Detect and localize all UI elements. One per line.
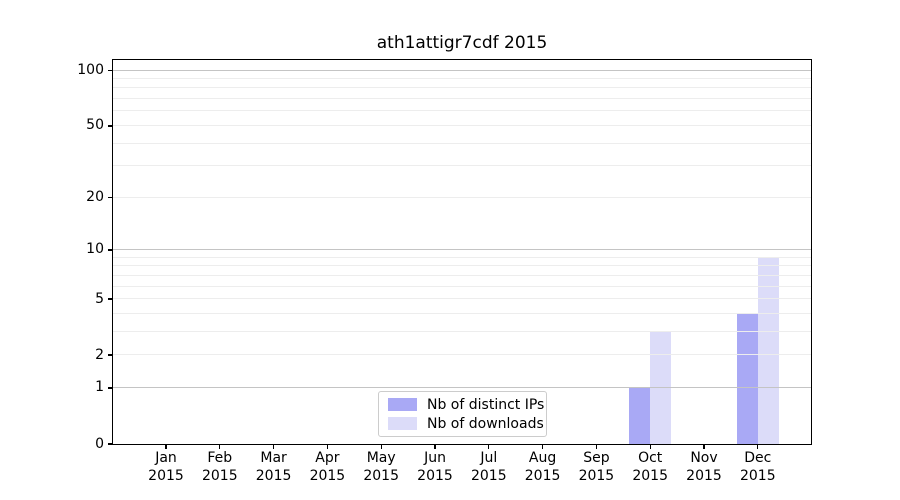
legend-item-downloads: Nb of downloads — [388, 416, 544, 432]
x-tick-mark-feb — [219, 444, 221, 449]
x-tick-label-nov: Nov 2015 — [686, 450, 722, 484]
legend-label-downloads: Nb of downloads — [427, 415, 544, 432]
x-tick-label-mar: Mar 2015 — [255, 450, 292, 484]
y-gridline-minor-5 — [113, 298, 811, 300]
y-tick-label-20: 20 — [86, 189, 104, 206]
y-gridline-minor-8 — [113, 265, 811, 267]
x-tick-mark-may — [380, 444, 382, 449]
x-tick-label-sep: Sep 2015 — [578, 450, 615, 484]
y-gridline-minor-6 — [113, 285, 811, 287]
y-gridline-minor-90 — [113, 78, 811, 80]
x-tick-mark-aug — [541, 444, 544, 449]
y-gridline-minor-20 — [113, 196, 811, 198]
x-tick-label-jun: Jun 2015 — [417, 450, 453, 484]
y-gridline-minor-70 — [113, 98, 811, 100]
y-gridline-minor-30 — [113, 165, 811, 167]
y-gridline-minor-50 — [113, 124, 811, 126]
legend: Nb of distinct IPs Nb of downloads — [378, 391, 547, 437]
legend-item-distinct-ips: Nb of distinct IPs — [388, 397, 544, 413]
y-tick-label-10: 10 — [86, 241, 104, 258]
bar-distinct-ips-dec — [736, 313, 758, 444]
x-tick-label-dec: Dec 2015 — [739, 450, 776, 484]
x-tick-label-jan: Jan 2015 — [148, 450, 184, 484]
x-tick-mark-oct — [649, 444, 651, 449]
y-tick-label-1: 1 — [95, 379, 104, 396]
y-tick-label-5: 5 — [95, 290, 104, 307]
x-tick-label-jul: Jul 2015 — [470, 450, 507, 484]
y-gridline-minor-60 — [113, 110, 811, 112]
y-gridline-major-1 — [113, 386, 811, 388]
y-tick-mark-10 — [108, 249, 113, 251]
plot-area: Nb of distinct IPs Nb of downloads — [112, 59, 812, 445]
y-gridline-major-100 — [113, 69, 811, 71]
x-tick-mark-jun — [434, 444, 436, 449]
x-tick-label-apr: Apr 2015 — [309, 450, 346, 484]
y-gridline-minor-9 — [113, 256, 811, 258]
y-gridline-minor-3 — [113, 330, 811, 332]
x-tick-label-may: May 2015 — [363, 450, 399, 484]
y-tick-mark-1 — [108, 387, 113, 389]
legend-label-distinct-ips: Nb of distinct IPs — [427, 396, 545, 413]
y-tick-mark-5 — [108, 298, 113, 300]
x-tick-label-feb: Feb 2015 — [201, 450, 238, 484]
x-tick-mark-dec — [757, 444, 759, 449]
y-gridline-minor-4 — [113, 312, 811, 314]
y-tick-label-2: 2 — [95, 346, 104, 363]
y-tick-mark-20 — [108, 197, 113, 199]
legend-swatch-downloads — [388, 417, 417, 430]
y-tick-mark-100 — [108, 69, 113, 72]
chart-title: ath1attigr7cdf 2015 — [376, 33, 548, 53]
x-tick-mark-apr — [326, 444, 329, 449]
y-tick-mark-50 — [108, 125, 113, 127]
y-tick-mark-0 — [108, 443, 113, 445]
x-tick-mark-jul — [488, 444, 490, 449]
legend-swatch-distinct-ips — [388, 398, 417, 411]
x-tick-mark-nov — [703, 444, 705, 449]
y-gridline-minor-7 — [113, 274, 811, 276]
y-gridline-minor-2 — [113, 354, 811, 356]
x-tick-label-oct: Oct 2015 — [632, 450, 668, 484]
bar-distinct-ips-oct — [628, 387, 651, 444]
y-gridline-major-10 — [113, 249, 811, 250]
y-gridline-minor-80 — [113, 87, 811, 89]
x-tick-mark-jan — [165, 444, 167, 449]
x-tick-mark-sep — [595, 444, 598, 449]
x-tick-label-aug: Aug 2015 — [524, 450, 561, 484]
y-tick-label-50: 50 — [86, 117, 104, 134]
bar-downloads-dec — [757, 257, 780, 444]
y-tick-label-100: 100 — [77, 62, 104, 79]
y-tick-label-0: 0 — [95, 435, 104, 452]
y-gridline-minor-40 — [113, 142, 811, 144]
y-tick-mark-2 — [108, 354, 113, 356]
x-tick-mark-mar — [272, 444, 275, 449]
bar-downloads-oct — [650, 331, 672, 444]
